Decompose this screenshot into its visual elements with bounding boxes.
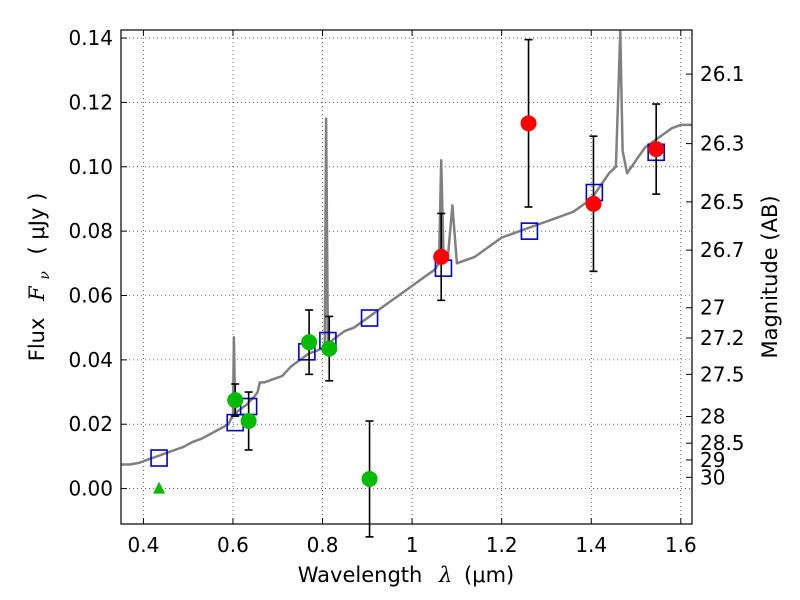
mag-tick-label: 26.3 — [700, 132, 745, 156]
observed-flux-point — [301, 334, 318, 351]
x-tick-label: 1.2 — [486, 533, 518, 557]
observed-flux-point — [227, 392, 244, 409]
x-tick-label: 0.6 — [217, 533, 249, 557]
y-tick-label: 0.06 — [68, 284, 113, 308]
y-tick-label: 0.04 — [68, 348, 113, 372]
y2-axis-title: Magnitude (AB) — [758, 195, 782, 358]
grid — [121, 30, 692, 524]
mag-tick-label: 27 — [700, 296, 725, 320]
x-axis-title-text: Wavelength — [298, 563, 423, 587]
x-tick-label: 1.6 — [665, 533, 697, 557]
y-axis-title-text: Flux — [25, 318, 49, 362]
y-axis-title: Flux F ν ( μJy ) — [25, 193, 54, 362]
axes: 0.4 0.6 0.8 1 1.2 1.4 1.6 0.00 0.02 0.04 0.06 0.08 0… — [68, 26, 744, 557]
mag-tick-label: 26.5 — [700, 190, 745, 214]
x-axis-title: Wavelength λ (μm) — [298, 563, 514, 587]
upper-limit-marker — [153, 481, 166, 494]
observed-flux-point — [240, 413, 257, 430]
mag-tick-label: 30 — [700, 465, 725, 489]
observed-flux-point — [520, 115, 537, 132]
mag-tick-label: 26.7 — [700, 238, 745, 262]
y-tick-label: 0.08 — [68, 219, 113, 243]
mag-tick-label: 29 — [700, 448, 725, 472]
observed-flux-point — [585, 195, 602, 212]
observed-flux-point — [361, 470, 378, 487]
observed-flux-point — [321, 340, 338, 357]
y-axis-title-unit: ( μJy ) — [25, 193, 49, 255]
model-flux-square — [150, 449, 168, 467]
mag-tick-label: 28 — [700, 405, 725, 429]
plot-area — [121, 30, 692, 538]
x-axis-title-unit: (μm) — [464, 563, 514, 587]
x-tick-label: 1 — [406, 533, 419, 557]
model-flux-square — [360, 309, 379, 327]
y-tick-label: 0.02 — [68, 412, 113, 436]
y-axis-title-subscript: ν — [37, 271, 53, 280]
y-axis-title-symbol: F — [25, 285, 49, 302]
y-tick-label: 0.00 — [68, 477, 113, 501]
model-flux-square — [520, 222, 539, 240]
y-tick-label: 0.14 — [68, 26, 113, 50]
x-tick-label: 0.8 — [307, 533, 339, 557]
model-spectrum-line — [121, 30, 692, 466]
observed-flux-point — [648, 141, 665, 158]
y-tick-label: 0.10 — [68, 155, 113, 179]
mag-tick-label: 26.1 — [700, 62, 745, 86]
plot-frame — [120, 29, 693, 525]
x-tick-label: 1.4 — [575, 533, 607, 557]
y-tick-label: 0.12 — [68, 90, 113, 114]
mag-tick-label: 28.5 — [700, 431, 745, 455]
x-tick-label: 0.4 — [127, 533, 159, 557]
mag-tick-label: 27.5 — [700, 362, 745, 386]
mag-tick-label: 27.2 — [700, 326, 745, 350]
observed-flux-point — [433, 248, 450, 265]
x-axis-title-symbol: λ — [438, 563, 452, 587]
